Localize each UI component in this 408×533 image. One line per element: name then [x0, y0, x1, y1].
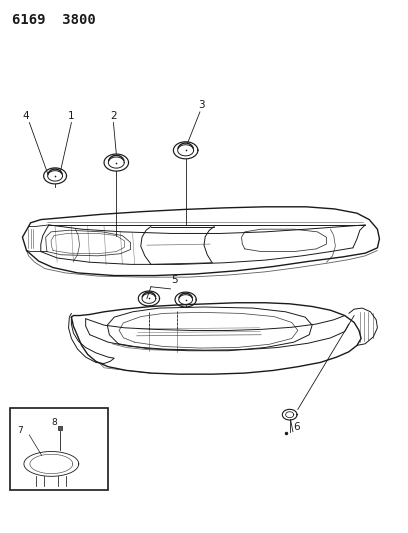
Text: 6: 6	[294, 422, 300, 432]
Text: 3: 3	[199, 100, 205, 110]
Text: 4: 4	[22, 111, 29, 121]
Bar	[10, 408, 108, 490]
Text: 8: 8	[52, 418, 58, 427]
Text: 1: 1	[68, 111, 75, 121]
Text: 6169  3800: 6169 3800	[12, 13, 96, 27]
Text: 5: 5	[171, 275, 178, 285]
Text: 2: 2	[110, 111, 117, 121]
Text: 7: 7	[17, 426, 23, 435]
